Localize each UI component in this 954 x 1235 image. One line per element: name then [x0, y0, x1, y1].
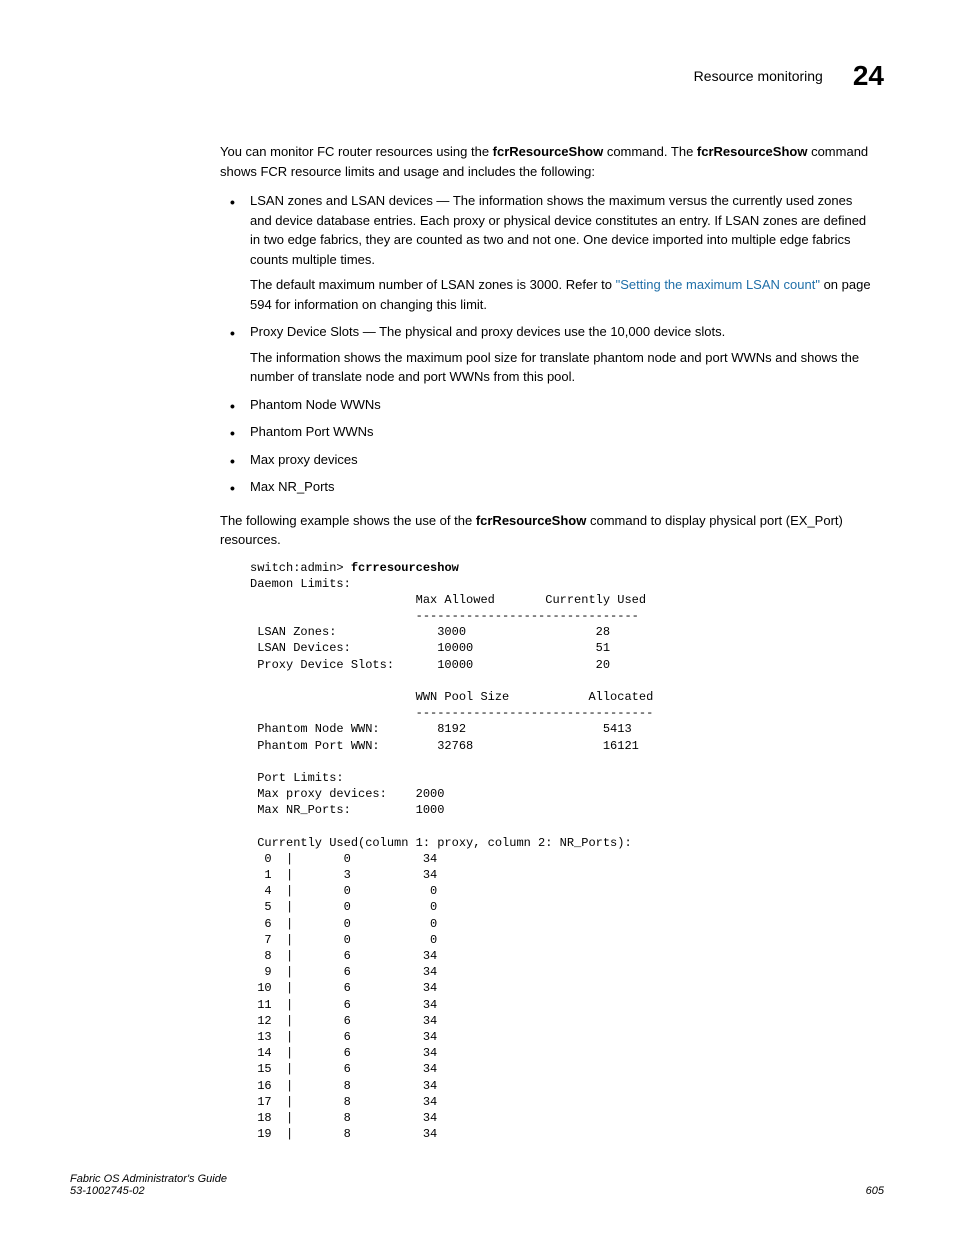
list-item: Max proxy devices [250, 450, 874, 470]
port-rows: 0 | 0 34 1 | 3 34 4 | 0 0 5 | 0 0 6 | 0 … [250, 852, 437, 1141]
output-line: Max proxy devices: 2000 [250, 787, 444, 801]
page: Resource monitoring 24 You can monitor F… [0, 0, 954, 1235]
text: Proxy Device Slots — The physical and pr… [250, 324, 725, 339]
text: Max NR_Ports [250, 479, 335, 494]
page-footer: Fabric OS Administrator's Guide 53-10027… [70, 1173, 884, 1197]
text: The default maximum number of LSAN zones… [250, 277, 616, 292]
terminal-output: switch:admin> fcrresourceshow Daemon Lim… [250, 560, 874, 1143]
list-item: Proxy Device Slots — The physical and pr… [250, 322, 874, 387]
text: command. The [603, 144, 697, 159]
output-line: Daemon Limits: [250, 577, 351, 591]
page-number: 605 [866, 1185, 884, 1197]
sub-paragraph: The default maximum number of LSAN zones… [250, 275, 874, 314]
example-intro-paragraph: The following example shows the use of t… [220, 511, 874, 550]
output-line: Max NR_Ports: 1000 [250, 803, 444, 817]
output-line: LSAN Devices: 10000 51 [250, 641, 610, 655]
sub-paragraph: The information shows the maximum pool s… [250, 348, 874, 387]
output-line: LSAN Zones: 3000 28 [250, 625, 610, 639]
output-line: Proxy Device Slots: 10000 20 [250, 658, 610, 672]
command-name: fcrResourceShow [697, 144, 808, 159]
command: fcrresourceshow [351, 561, 459, 575]
chapter-number: 24 [853, 60, 884, 92]
footer-left: Fabric OS Administrator's Guide 53-10027… [70, 1173, 227, 1197]
command-name: fcrResourceShow [493, 144, 604, 159]
list-item: Phantom Node WWNs [250, 395, 874, 415]
output-line: WWN Pool Size Allocated [250, 690, 653, 704]
page-content: You can monitor FC router resources usin… [220, 142, 874, 1142]
output-line: --------------------------------- [250, 706, 653, 720]
text: The information shows the maximum pool s… [250, 350, 859, 385]
cross-reference-link[interactable]: "Setting the maximum LSAN count" [616, 277, 820, 292]
output-line: Max Allowed Currently Used [250, 593, 646, 607]
text: You can monitor FC router resources usin… [220, 144, 493, 159]
text: The following example shows the use of t… [220, 513, 476, 528]
output-line: Currently Used(column 1: proxy, column 2… [250, 836, 632, 850]
output-line: Phantom Node WWN: 8192 5413 [250, 722, 632, 736]
output-line: Phantom Port WWN: 32768 16121 [250, 739, 639, 753]
text: LSAN zones and LSAN devices — The inform… [250, 193, 866, 267]
list-item: Phantom Port WWNs [250, 422, 874, 442]
page-header: Resource monitoring 24 [70, 60, 884, 92]
bullet-list: LSAN zones and LSAN devices — The inform… [220, 191, 874, 497]
command-name: fcrResourceShow [476, 513, 587, 528]
prompt: switch:admin> [250, 561, 351, 575]
text: Phantom Port WWNs [250, 424, 374, 439]
output-line: ------------------------------- [250, 609, 639, 623]
text: Max proxy devices [250, 452, 358, 467]
output-line: Port Limits: [250, 771, 344, 785]
header-title: Resource monitoring [694, 68, 823, 84]
doc-title: Fabric OS Administrator's Guide [70, 1173, 227, 1185]
doc-partnum: 53-1002745-02 [70, 1185, 227, 1197]
list-item: LSAN zones and LSAN devices — The inform… [250, 191, 874, 314]
list-item: Max NR_Ports [250, 477, 874, 497]
text: Phantom Node WWNs [250, 397, 381, 412]
intro-paragraph: You can monitor FC router resources usin… [220, 142, 874, 181]
